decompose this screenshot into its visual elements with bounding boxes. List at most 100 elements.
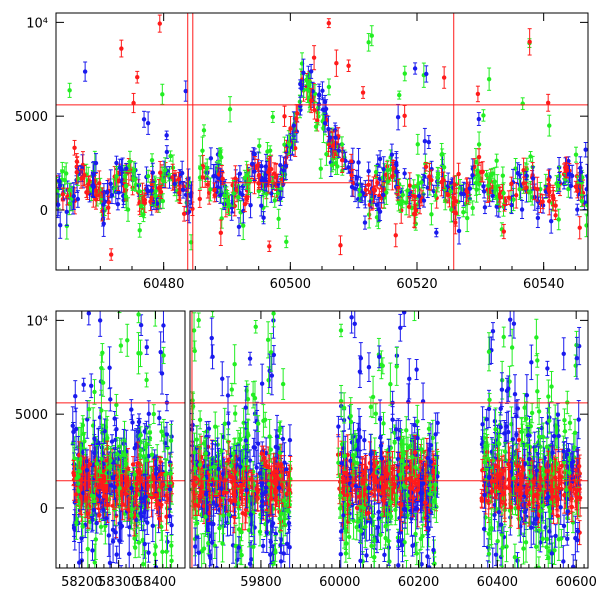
data-point-blue — [186, 176, 191, 181]
data-point-red — [441, 178, 446, 183]
data-point-green — [486, 76, 492, 82]
data-point-green — [335, 164, 340, 169]
data-point-blue — [106, 533, 112, 538]
data-point-green — [429, 212, 434, 217]
data-point-green — [528, 154, 533, 159]
data-point-green — [357, 192, 363, 198]
data-point-blue — [154, 201, 160, 206]
data-point-green — [476, 142, 482, 147]
data-point-blue — [470, 173, 475, 178]
data-point-red — [503, 198, 508, 204]
data-point-blue — [57, 183, 63, 188]
data-point-blue — [519, 207, 525, 212]
data-point-green — [270, 114, 276, 120]
data-point-blue — [352, 186, 358, 191]
data-point-green — [149, 157, 155, 163]
data-point-blue — [336, 148, 342, 153]
data-point-green — [168, 153, 173, 159]
data-point-red — [445, 192, 451, 198]
data-point-green — [153, 304, 157, 308]
data-point-blue — [530, 176, 536, 181]
data-point-green — [366, 40, 371, 45]
data-point-blue — [346, 165, 351, 170]
data-point-red — [181, 184, 186, 189]
data-point-red — [76, 452, 82, 458]
data-point-green — [246, 181, 251, 186]
data-point-red — [453, 199, 459, 204]
x-tick-label: 60480 — [143, 277, 184, 292]
data-point-blue — [97, 318, 103, 323]
data-point-red — [282, 114, 287, 119]
data-point-blue — [169, 434, 174, 439]
data-point-red — [497, 195, 503, 200]
data-point-green — [579, 180, 584, 185]
data-point-red — [80, 175, 86, 181]
data-point-blue — [376, 207, 381, 212]
data-point-green — [114, 174, 119, 179]
data-point-blue — [149, 188, 154, 193]
data-point-red — [545, 100, 551, 105]
top-reference-lines — [56, 13, 588, 270]
data-point-red — [294, 116, 299, 121]
data-point-red — [349, 172, 354, 178]
data-point-blue — [395, 114, 401, 120]
data-point-blue — [158, 349, 163, 355]
data-point-red — [220, 176, 225, 181]
data-point-green — [137, 189, 142, 194]
data-point-green — [127, 159, 133, 164]
data-point-blue — [85, 417, 90, 422]
data-point-green — [448, 189, 453, 194]
data-point-green — [105, 435, 110, 441]
data-point-blue — [476, 116, 482, 122]
top-plot-frame — [55, 12, 589, 271]
data-point-green — [397, 92, 402, 98]
data-point-blue — [561, 181, 567, 187]
data-point-green — [75, 176, 80, 181]
data-point-blue — [58, 223, 63, 228]
data-point-green — [151, 411, 156, 417]
data-point-green — [114, 402, 119, 408]
data-point-red — [553, 213, 558, 218]
data-point-green — [275, 190, 281, 196]
data-point-blue — [301, 70, 306, 75]
data-point-red — [119, 46, 124, 51]
data-point-green — [435, 175, 440, 180]
data-point-blue — [283, 163, 289, 169]
data-point-red — [108, 252, 114, 257]
data-point-green — [198, 165, 203, 171]
data-point-green — [584, 223, 588, 228]
data-point-green — [200, 148, 205, 153]
bottom-points-layer-seg1 — [70, 304, 175, 568]
data-point-green — [153, 193, 158, 198]
data-point-blue — [299, 86, 304, 91]
data-point-green — [366, 212, 372, 217]
data-point-blue — [165, 539, 170, 545]
data-point-green — [470, 205, 475, 211]
data-point-blue — [259, 203, 264, 208]
data-point-blue — [169, 522, 174, 528]
data-point-green — [56, 188, 59, 193]
data-point-red — [475, 91, 481, 97]
data-point-red — [156, 185, 161, 191]
data-point-red — [330, 143, 336, 148]
data-point-blue — [75, 196, 81, 202]
data-point-green — [160, 549, 165, 555]
data-point-green — [494, 158, 499, 163]
data-point-red — [268, 166, 274, 172]
data-point-blue — [585, 173, 588, 179]
data-point-blue — [250, 161, 255, 166]
data-point-green — [145, 173, 151, 179]
data-point-red — [74, 170, 79, 175]
data-point-green — [449, 207, 454, 212]
data-point-red — [86, 182, 91, 187]
data-point-blue — [566, 158, 571, 164]
data-point-green — [307, 80, 313, 85]
data-point-green — [138, 203, 144, 209]
data-point-green — [313, 124, 319, 129]
data-point-green — [416, 181, 421, 186]
data-point-green — [81, 431, 86, 437]
data-point-blue — [394, 169, 399, 174]
data-point-blue — [583, 147, 588, 152]
data-point-blue — [482, 205, 488, 210]
